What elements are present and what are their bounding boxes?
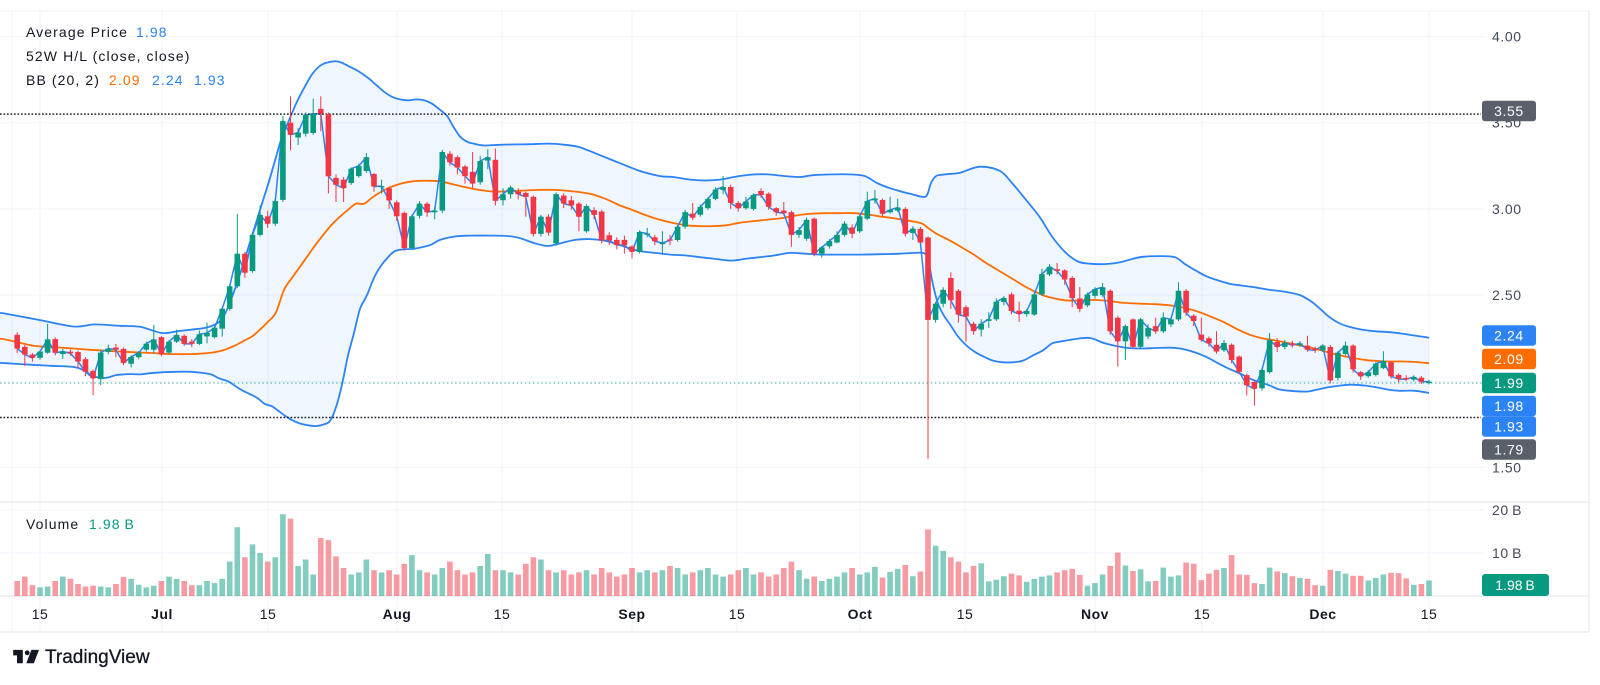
svg-text:2.09: 2.09 xyxy=(1494,351,1524,367)
svg-text:15: 15 xyxy=(32,606,49,622)
svg-text:15: 15 xyxy=(957,606,974,622)
svg-text:1.50: 1.50 xyxy=(1492,460,1522,476)
svg-text:Oct: Oct xyxy=(848,606,873,622)
svg-text:1.99: 1.99 xyxy=(1494,375,1524,391)
svg-text:Sep: Sep xyxy=(618,606,645,622)
svg-text:15: 15 xyxy=(494,606,511,622)
svg-text:1.98 B: 1.98 B xyxy=(89,516,135,532)
svg-text:2.24: 2.24 xyxy=(152,72,184,88)
svg-text:1.98 B: 1.98 B xyxy=(1495,577,1534,593)
svg-text:1.98: 1.98 xyxy=(1494,398,1524,414)
svg-text:15: 15 xyxy=(729,606,746,622)
svg-text:52W H/L (close, close): 52W H/L (close, close) xyxy=(26,48,191,64)
svg-text:2.50: 2.50 xyxy=(1492,287,1522,303)
svg-text:Volume: Volume xyxy=(26,516,79,532)
svg-text:3.55: 3.55 xyxy=(1494,103,1524,119)
svg-text:4.00: 4.00 xyxy=(1492,29,1522,45)
svg-text:BB (20, 2): BB (20, 2) xyxy=(26,72,100,88)
svg-text:2.09: 2.09 xyxy=(109,72,141,88)
svg-text:1.79: 1.79 xyxy=(1494,442,1524,458)
svg-text:15: 15 xyxy=(1421,606,1438,622)
svg-text:TradingView: TradingView xyxy=(45,647,150,668)
svg-text:Jul: Jul xyxy=(151,606,173,622)
svg-text:2.24: 2.24 xyxy=(1494,328,1524,344)
svg-text:15: 15 xyxy=(1194,606,1211,622)
svg-text:1.93: 1.93 xyxy=(1494,419,1524,435)
svg-text:Aug: Aug xyxy=(383,606,412,622)
svg-text:10 B: 10 B xyxy=(1492,545,1522,561)
svg-text:1.93: 1.93 xyxy=(194,72,226,88)
svg-text:15: 15 xyxy=(260,606,277,622)
svg-text:20 B: 20 B xyxy=(1492,502,1522,518)
svg-text:Nov: Nov xyxy=(1081,606,1109,622)
svg-text:Dec: Dec xyxy=(1309,606,1336,622)
svg-text:Average Price: Average Price xyxy=(26,24,128,40)
svg-text:3.00: 3.00 xyxy=(1492,201,1522,217)
svg-text:1.98: 1.98 xyxy=(136,24,168,40)
